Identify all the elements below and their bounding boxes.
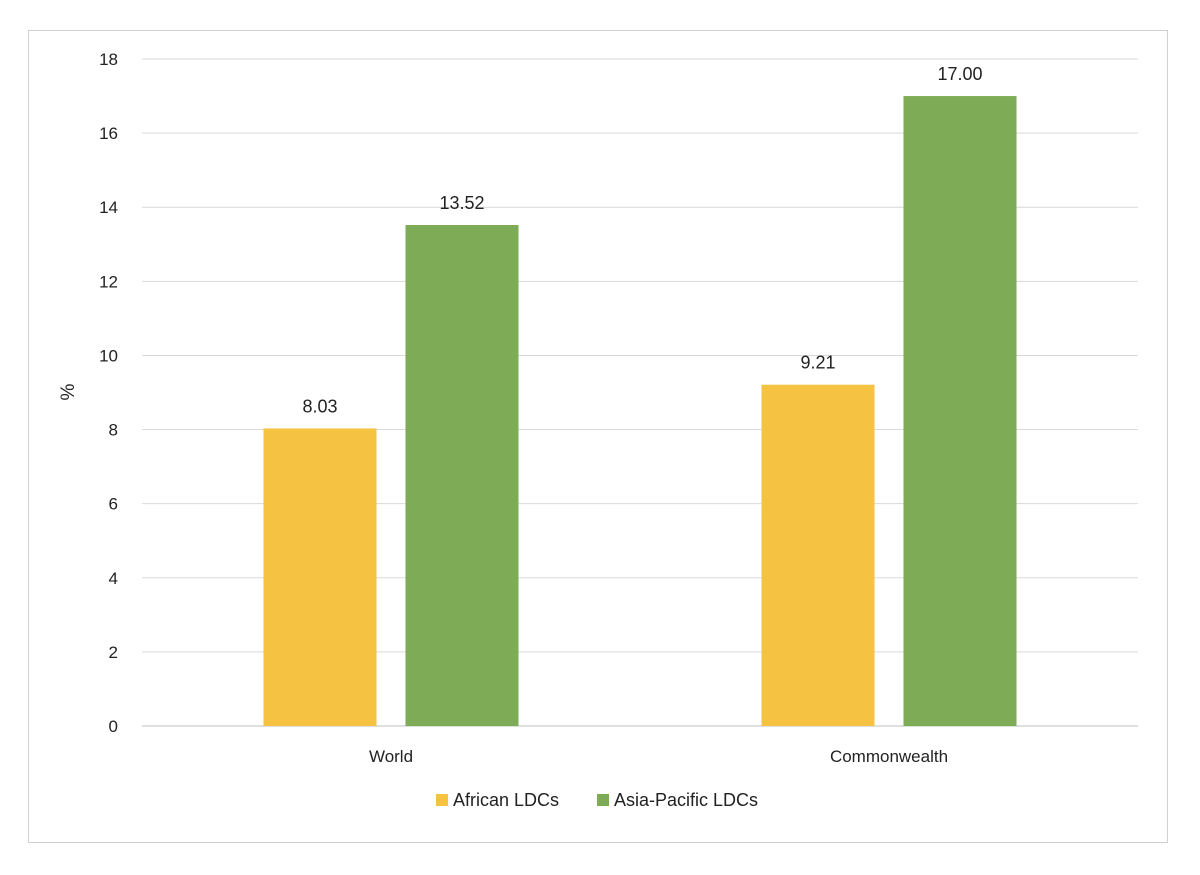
y-tick-label: 4 <box>109 569 118 588</box>
legend-label-1: Asia-Pacific LDCs <box>614 790 758 810</box>
y-tick-label: 16 <box>99 124 118 143</box>
data-label-0-1: 9.21 <box>800 353 835 373</box>
legend-swatch-1 <box>597 794 609 806</box>
y-tick-label: 0 <box>109 717 118 736</box>
y-tick-label: 12 <box>99 272 118 291</box>
bar-0-1 <box>761 384 875 726</box>
bar-1-0 <box>405 225 519 726</box>
data-label-1-0: 13.52 <box>439 193 484 213</box>
data-label-1-1: 17.00 <box>937 64 982 84</box>
y-tick-label: 6 <box>109 495 118 514</box>
bars <box>263 96 1017 727</box>
data-label-0-0: 8.03 <box>302 396 337 416</box>
x-tick-label-1: Commonwealth <box>830 747 948 766</box>
data-labels: 8.03 13.52 9.21 17.00 <box>302 64 982 416</box>
y-tick-label: 18 <box>99 50 118 69</box>
bar-0-0 <box>263 428 377 726</box>
x-tick-label-0: World <box>369 747 413 766</box>
y-axis-ticks: 0 2 4 6 8 10 12 14 16 18 <box>99 50 118 736</box>
y-tick-label: 8 <box>109 421 118 440</box>
legend: African LDCs Asia-Pacific LDCs <box>436 790 758 810</box>
bar-1-1 <box>903 96 1017 727</box>
legend-swatch-0 <box>436 794 448 806</box>
y-tick-label: 10 <box>99 346 118 365</box>
y-tick-label: 14 <box>99 198 118 217</box>
y-axis-title: % <box>58 383 79 400</box>
legend-label-0: African LDCs <box>453 790 559 810</box>
y-tick-label: 2 <box>109 643 118 662</box>
x-axis-ticks: World Commonwealth <box>369 747 948 766</box>
